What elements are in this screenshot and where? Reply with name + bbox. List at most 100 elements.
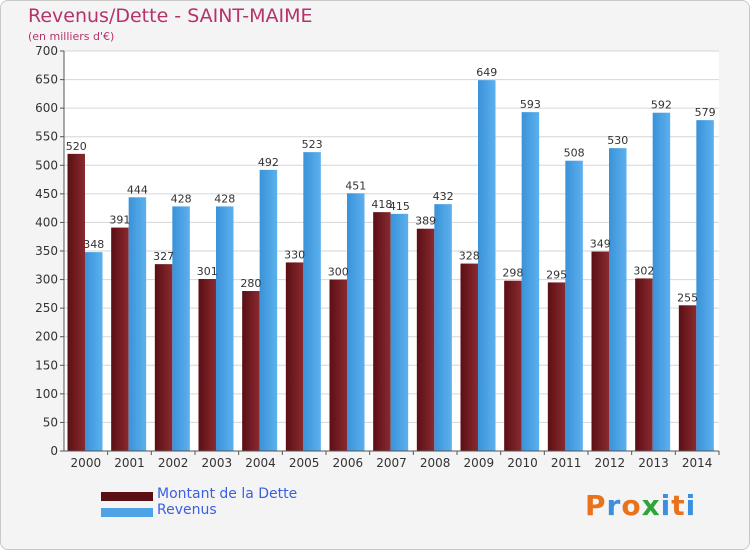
bar-revenus: [128, 197, 147, 451]
value-label: 579: [695, 106, 716, 119]
chart-title: Revenus/Dette - SAINT-MAIME: [28, 5, 313, 27]
value-label: 301: [197, 265, 218, 278]
value-label: 295: [546, 268, 567, 281]
bar-dette: [154, 264, 173, 451]
x-tick-label: 2004: [245, 456, 276, 470]
logo-letter: o: [621, 489, 642, 522]
legend-label-dette: Montant de la Dette: [157, 486, 298, 502]
x-tick-label: 2013: [638, 456, 669, 470]
y-tick-label: 350: [35, 244, 58, 258]
x-tick-label: 2002: [158, 456, 189, 470]
x-tick-label: 2010: [507, 456, 538, 470]
value-label: 520: [66, 140, 87, 153]
legend-swatch-revenus: [101, 508, 153, 517]
x-tick-label: 2014: [682, 456, 713, 470]
value-label: 328: [459, 250, 480, 263]
logo-letter: x: [641, 489, 661, 522]
bar-dette: [329, 279, 347, 451]
x-tick-label: 2007: [376, 456, 407, 470]
value-label: 348: [83, 238, 104, 251]
bar-revenus: [390, 213, 409, 451]
bar-revenus: [478, 80, 496, 452]
x-tick-label: 2012: [595, 456, 626, 470]
bar-revenus: [609, 148, 627, 451]
y-tick-label: 700: [35, 44, 58, 58]
y-tick-label: 100: [35, 387, 58, 401]
bar-revenus: [521, 112, 540, 452]
labels-layer: 520 348 391 444 327 428 301 428 280 492 330 523 300 4…: [66, 66, 716, 304]
value-label: 298: [502, 267, 523, 280]
value-label: 593: [520, 98, 541, 111]
value-label: 508: [564, 147, 585, 160]
value-label: 432: [433, 190, 454, 203]
value-label: 428: [171, 192, 192, 205]
legend-swatch-dette: [101, 492, 153, 501]
value-label: 649: [476, 66, 497, 79]
y-tick-label: 250: [35, 301, 58, 315]
value-label: 415: [389, 200, 410, 213]
bar-dette: [242, 291, 260, 451]
bar-revenus: [259, 169, 278, 451]
bar-dette: [67, 153, 85, 451]
bar-revenus: [347, 193, 365, 452]
bar-dette: [460, 263, 478, 451]
x-tick-label: 2005: [289, 456, 320, 470]
bar-dette: [416, 228, 435, 451]
value-label: 592: [651, 99, 672, 112]
value-label: 302: [633, 264, 654, 277]
y-tick-label: 200: [35, 330, 58, 344]
bar-dette: [678, 305, 697, 451]
bar-revenus: [434, 204, 452, 451]
value-label: 451: [345, 179, 366, 192]
bar-revenus: [85, 252, 103, 451]
logo-letter: P: [585, 489, 607, 522]
logo-letter: r: [606, 489, 622, 522]
y-tick-label: 0: [50, 444, 58, 458]
x-tick-label: 2001: [114, 456, 145, 470]
bar-revenus: [303, 152, 321, 451]
value-label: 418: [371, 198, 392, 211]
chart-subtitle: (en milliers d'€): [28, 30, 115, 43]
bar-dette: [198, 279, 216, 451]
bar-dette: [591, 251, 609, 451]
y-tick-label: 500: [35, 158, 58, 172]
y-tick-label: 400: [35, 215, 58, 229]
value-label: 523: [302, 138, 323, 151]
x-tick-label: 2009: [464, 456, 495, 470]
value-label: 327: [153, 250, 174, 263]
bar-revenus: [216, 206, 234, 451]
logo-letter: i: [660, 489, 672, 522]
x-tick-label: 2006: [333, 456, 364, 470]
value-label: 330: [284, 248, 305, 261]
bar-dette: [547, 282, 566, 451]
value-label: 280: [240, 277, 261, 290]
x-tick-label: 2003: [202, 456, 233, 470]
value-label: 255: [677, 291, 698, 304]
bar-dette: [504, 280, 522, 451]
bars-layer: [67, 80, 714, 452]
bar-dette: [285, 262, 304, 451]
x-tick-label: 2008: [420, 456, 451, 470]
bar-revenus: [696, 120, 714, 452]
value-label: 389: [415, 215, 436, 228]
bar-revenus: [172, 206, 190, 451]
y-tick-label: 150: [35, 358, 58, 372]
x-tick-label: 2011: [551, 456, 582, 470]
y-tick-label: 600: [35, 101, 58, 115]
bar-revenus: [565, 160, 583, 451]
logo-letter: i: [685, 489, 697, 522]
y-tick-label: 450: [35, 187, 58, 201]
value-label: 391: [109, 214, 130, 227]
x-tick-label: 2000: [71, 456, 102, 470]
y-tick-label: 300: [35, 273, 58, 287]
value-label: 300: [328, 266, 349, 279]
y-tick-label: 550: [35, 130, 58, 144]
y-tick-label: 50: [43, 415, 58, 429]
legend-label-revenus: Revenus: [157, 502, 217, 518]
axis-layer: 0 50 100 150 200 250 300 350 400 450 500 550 600 650 7…: [35, 44, 720, 470]
value-label: 492: [258, 156, 279, 169]
bar-dette: [111, 227, 129, 451]
bar-dette: [635, 278, 653, 451]
